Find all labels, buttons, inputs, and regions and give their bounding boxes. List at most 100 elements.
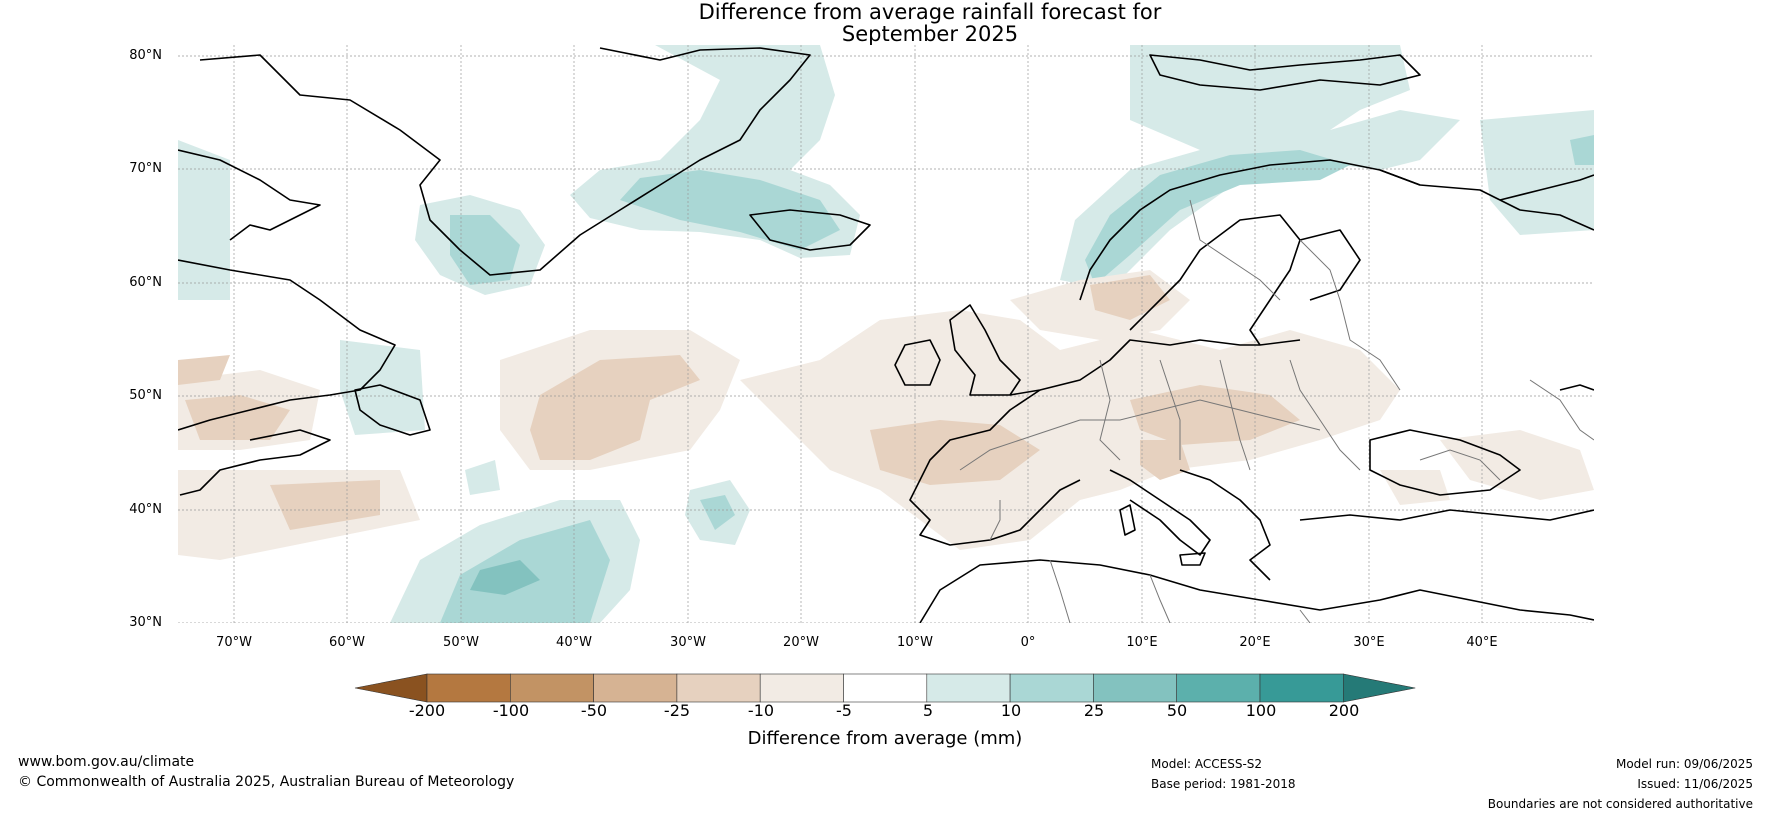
colorbar-swatch: [1259, 673, 1344, 703]
dry-anomaly-balkans: [1130, 385, 1300, 445]
coast-baffin: [178, 149, 321, 241]
colorbar-swatches: [354, 673, 1416, 703]
chart-title-line1: Difference from average rainfall forecas…: [698, 0, 1162, 24]
colorbar-tick-200: 200: [1328, 701, 1360, 720]
wet-anomaly-norway-coast: [1085, 150, 1350, 285]
colorbar-tick-minus5: -5: [836, 701, 852, 720]
coast-sicily: [1179, 552, 1206, 566]
coast-nova-scotia: [179, 429, 331, 496]
colorbar-tick-minus100: -100: [492, 701, 530, 720]
footer-copyright: © Commonwealth of Australia 2025, Austra…: [18, 774, 515, 790]
lon-label-40e: 40°E: [1466, 635, 1498, 650]
dry-anomaly-south-atlantic-core: [270, 480, 380, 530]
colorbar-swatch: [593, 673, 678, 703]
coast-caspian: [1559, 384, 1594, 391]
dry-anomaly-alps: [1140, 440, 1190, 480]
coast-black-sea: [1369, 429, 1521, 496]
lon-label-60w: 60°W: [329, 635, 365, 650]
footer-issued: Issued: 11/06/2025: [1637, 777, 1753, 791]
colorbar-swatch: [926, 673, 1011, 703]
colorbar-tick-10: 10: [1000, 701, 1022, 720]
dry-anomaly-scandinavia-core: [1090, 275, 1170, 320]
lon-label-0: 0°: [1020, 635, 1036, 650]
coast-newfoundland: [354, 384, 431, 436]
country-borders: [959, 199, 1594, 623]
map-plot-area: [178, 45, 1594, 623]
dry-anomaly-france: [870, 420, 1040, 485]
lat-label-70n: 70°N: [129, 161, 162, 176]
colorbar-swatch: [676, 673, 761, 703]
colorbar-label: Difference from average (mm): [747, 728, 1023, 749]
coast-norway: [1079, 159, 1421, 301]
colorbar-tick-25: 25: [1083, 701, 1105, 720]
footer-disclaimer: Boundaries are not considered authoritat…: [1487, 797, 1753, 811]
chart-title-line2: September 2025: [841, 22, 1019, 46]
wet-anomaly-denmark-strait: [620, 170, 840, 250]
wet-anomaly-azores-core: [700, 495, 735, 530]
footer-base-period: Base period: 1981-2018: [1151, 777, 1296, 791]
colorbar-tick-minus200: -200: [408, 701, 446, 720]
lon-label-30w: 30°W: [670, 635, 706, 650]
coastlines: [178, 47, 1594, 623]
wet-anomaly-se-greenland-core: [450, 215, 520, 285]
colorbar-tick-100: 100: [1245, 701, 1277, 720]
lat-label-40n: 40°N: [129, 502, 162, 517]
lat-label-50n: 50°N: [129, 388, 162, 403]
lat-label-60n: 60°N: [129, 275, 162, 290]
colorbar-tick-50: 50: [1166, 701, 1188, 720]
coast-svalbard: [1149, 54, 1421, 91]
coast-sardinia: [1119, 504, 1136, 536]
coast-italy: [1109, 469, 1211, 556]
colorbar-tick-minus10: -10: [747, 701, 775, 720]
coast-great-britain: [949, 304, 1021, 396]
coast-greenland: [199, 47, 811, 276]
wet-anomaly-labrador: [178, 140, 230, 300]
coast-europe-west: [1009, 339, 1301, 396]
footer-model-run: Model run: 09/06/2025: [1615, 757, 1753, 771]
dry-anomaly-central-atlantic-core: [530, 355, 700, 460]
wet-anomaly-barents-core: [1570, 135, 1594, 165]
coast-north-africa: [919, 559, 1594, 623]
lat-label-80n: 80°N: [129, 48, 162, 63]
lon-label-20w: 20°W: [783, 635, 819, 650]
coast-novaya-zemlya: [1499, 174, 1594, 201]
lon-label-10e: 10°E: [1126, 635, 1158, 650]
colorbar-swatch: [1009, 673, 1094, 703]
lon-label-70w: 70°W: [216, 635, 252, 650]
colorbar-swatch: [843, 673, 928, 703]
colorbar-tick-minus50: -50: [580, 701, 608, 720]
colorbar-tick-minus25: -25: [663, 701, 691, 720]
coast-balkans-greece: [1179, 469, 1271, 581]
lon-label-30e: 30°E: [1353, 635, 1385, 650]
coast-sweden-baltic: [1129, 214, 1301, 346]
colorbar-swatch: [1176, 673, 1261, 703]
colorbar-extend-low: [354, 673, 428, 703]
map-gridlines: [178, 45, 1594, 623]
lon-label-10w: 10°W: [897, 635, 933, 650]
colorbar-extend-high: [1343, 673, 1416, 703]
colorbar-tick-5: 5: [922, 701, 934, 720]
coast-france-iberia: [909, 389, 1081, 546]
colorbar-swatch: [509, 673, 594, 703]
dry-anomaly-canada: [178, 355, 230, 385]
wet-anomaly-subtropical-inner: [470, 560, 540, 595]
colorbar-swatch: [759, 673, 844, 703]
lon-label-20e: 20°E: [1239, 635, 1271, 650]
coast-labrador: [178, 259, 396, 431]
footer-website: www.bom.gov.au/climate: [18, 754, 195, 770]
coast-ireland: [894, 339, 941, 386]
lat-label-30n: 30°N: [129, 615, 162, 630]
dry-anomaly-black-sea: [1380, 470, 1450, 505]
lon-label-50w: 50°W: [443, 635, 479, 650]
colorbar-swatch: [1093, 673, 1178, 703]
coast-turkey: [1299, 509, 1594, 521]
footer-model: Model: ACCESS-S2: [1151, 757, 1263, 771]
lon-label-40w: 40°W: [556, 635, 592, 650]
dry-anomaly-europe: [740, 310, 1400, 550]
wet-anomaly-mid-atlantic: [465, 460, 500, 495]
coast-iceland: [749, 209, 871, 251]
colorbar-swatch: [426, 673, 511, 703]
coast-finland-gulf: [1299, 229, 1361, 301]
